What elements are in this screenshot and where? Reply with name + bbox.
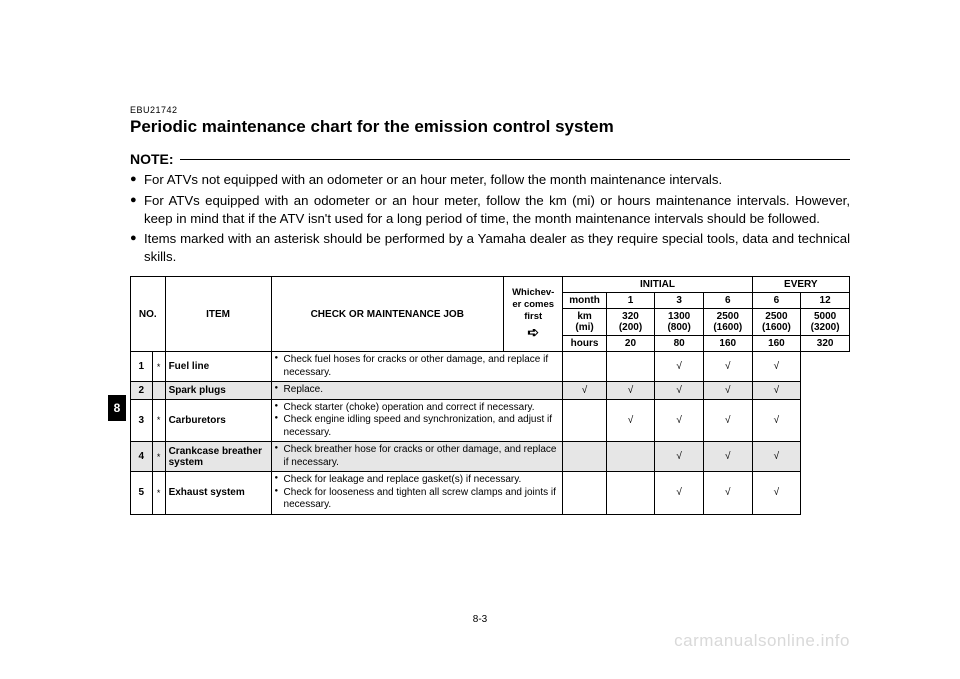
cell-check: √ bbox=[606, 399, 655, 442]
cell-check: √ bbox=[752, 472, 801, 515]
cell-job: Check starter (choke) operation and corr… bbox=[271, 399, 563, 442]
cell-job: Check fuel hoses for cracks or other dam… bbox=[271, 352, 563, 382]
th-km: 5000 (3200) bbox=[801, 309, 850, 336]
table-row: 4 * Crankcase breather system Check brea… bbox=[131, 442, 850, 472]
note-label: NOTE: bbox=[130, 151, 174, 167]
th-km: 320 (200) bbox=[606, 309, 655, 336]
cell-check: √ bbox=[703, 382, 752, 400]
job-text: Replace. bbox=[275, 384, 560, 397]
th-km: 1300 (800) bbox=[655, 309, 704, 336]
cell-check: √ bbox=[752, 442, 801, 472]
maintenance-table: NO. ITEM CHECK OR MAINTENANCE JOB Whiche… bbox=[130, 276, 850, 515]
cell-check: √ bbox=[606, 382, 655, 400]
cell-check: √ bbox=[655, 382, 704, 400]
cell-job: Check for leakage and replace gasket(s) … bbox=[271, 472, 563, 515]
th-month: 3 bbox=[655, 293, 704, 309]
job-text: Check breather hose for cracks or other … bbox=[275, 444, 560, 469]
cell-item: Exhaust system bbox=[165, 472, 271, 515]
note-rule bbox=[180, 159, 850, 160]
th-unit-hours: hours bbox=[563, 336, 606, 352]
th-initial: INITIAL bbox=[563, 277, 752, 293]
cell-check bbox=[563, 399, 606, 442]
th-whichever: Whichev- er comes first ➪ bbox=[503, 277, 562, 352]
cell-job: Check breather hose for cracks or other … bbox=[271, 442, 563, 472]
note-list: For ATVs not equipped with an odometer o… bbox=[130, 171, 850, 266]
cell-check: √ bbox=[563, 382, 606, 400]
th-month: 12 bbox=[801, 293, 850, 309]
cell-check bbox=[563, 472, 606, 515]
cell-star: * bbox=[152, 472, 165, 515]
cell-star: * bbox=[152, 352, 165, 382]
doc-code: EBU21742 bbox=[130, 105, 850, 115]
th-km: 2500 (1600) bbox=[752, 309, 801, 336]
cell-check: √ bbox=[703, 399, 752, 442]
cell-check: √ bbox=[752, 399, 801, 442]
cell-check: √ bbox=[703, 442, 752, 472]
table-row: 5 * Exhaust system Check for leakage and… bbox=[131, 472, 850, 515]
th-every: EVERY bbox=[752, 277, 849, 293]
cell-check: √ bbox=[703, 352, 752, 382]
cell-item: Carburetors bbox=[165, 399, 271, 442]
table-row: 2 Spark plugs Replace. √ √ √ √ √ bbox=[131, 382, 850, 400]
th-month: 6 bbox=[752, 293, 801, 309]
page-number: 8-3 bbox=[0, 614, 960, 625]
table-row: 3 * Carburetors Check starter (choke) op… bbox=[131, 399, 850, 442]
cell-star bbox=[152, 382, 165, 400]
cell-check bbox=[606, 352, 655, 382]
th-month: 6 bbox=[703, 293, 752, 309]
whichever-text: Whichev- er comes first bbox=[512, 287, 554, 322]
cell-no: 1 bbox=[131, 352, 153, 382]
cell-check: √ bbox=[655, 352, 704, 382]
cell-check bbox=[606, 442, 655, 472]
cell-check: √ bbox=[655, 399, 704, 442]
cell-no: 4 bbox=[131, 442, 153, 472]
job-text: Check engine idling speed and synchroniz… bbox=[275, 414, 560, 439]
th-unit-km: km (mi) bbox=[563, 309, 606, 336]
cell-check: √ bbox=[655, 472, 704, 515]
job-text: Check for leakage and replace gasket(s) … bbox=[275, 474, 560, 487]
th-hours: 80 bbox=[655, 336, 704, 352]
watermark: carmanualsonline.info bbox=[674, 631, 850, 651]
th-hours: 160 bbox=[703, 336, 752, 352]
cell-item: Fuel line bbox=[165, 352, 271, 382]
cell-no: 5 bbox=[131, 472, 153, 515]
cell-star: * bbox=[152, 442, 165, 472]
job-text: Check fuel hoses for cracks or other dam… bbox=[275, 354, 560, 379]
cell-job: Replace. bbox=[271, 382, 563, 400]
cell-check bbox=[563, 442, 606, 472]
th-no: NO. bbox=[131, 277, 166, 352]
job-text: Check starter (choke) operation and corr… bbox=[275, 402, 560, 415]
cell-check bbox=[606, 472, 655, 515]
th-unit-month: month bbox=[563, 293, 606, 309]
cell-no: 3 bbox=[131, 399, 153, 442]
th-item: ITEM bbox=[165, 277, 271, 352]
cell-no: 2 bbox=[131, 382, 153, 400]
note-item: For ATVs equipped with an odometer or an… bbox=[130, 192, 850, 228]
cell-item: Spark plugs bbox=[165, 382, 271, 400]
cell-item: Crankcase breather system bbox=[165, 442, 271, 472]
th-hours: 20 bbox=[606, 336, 655, 352]
note-item: For ATVs not equipped with an odometer o… bbox=[130, 171, 850, 189]
chapter-tab: 8 bbox=[108, 395, 126, 421]
page-title: Periodic maintenance chart for the emiss… bbox=[130, 117, 850, 137]
th-hours: 160 bbox=[752, 336, 801, 352]
th-km: 2500 (1600) bbox=[703, 309, 752, 336]
cell-check: √ bbox=[752, 382, 801, 400]
cell-check: √ bbox=[703, 472, 752, 515]
th-job: CHECK OR MAINTENANCE JOB bbox=[271, 277, 503, 352]
table-head: NO. ITEM CHECK OR MAINTENANCE JOB Whiche… bbox=[131, 277, 850, 352]
cell-check: √ bbox=[752, 352, 801, 382]
manual-page: EBU21742 Periodic maintenance chart for … bbox=[0, 0, 960, 679]
cell-star: * bbox=[152, 399, 165, 442]
cell-check bbox=[563, 352, 606, 382]
th-hours: 320 bbox=[801, 336, 850, 352]
note-heading-line: NOTE: bbox=[130, 151, 850, 167]
arrow-icon: ➪ bbox=[507, 324, 559, 341]
job-text: Check for looseness and tighten all scre… bbox=[275, 487, 560, 512]
note-item: Items marked with an asterisk should be … bbox=[130, 230, 850, 266]
cell-check: √ bbox=[655, 442, 704, 472]
table-row: 1 * Fuel line Check fuel hoses for crack… bbox=[131, 352, 850, 382]
table-body: 1 * Fuel line Check fuel hoses for crack… bbox=[131, 352, 850, 515]
th-month: 1 bbox=[606, 293, 655, 309]
